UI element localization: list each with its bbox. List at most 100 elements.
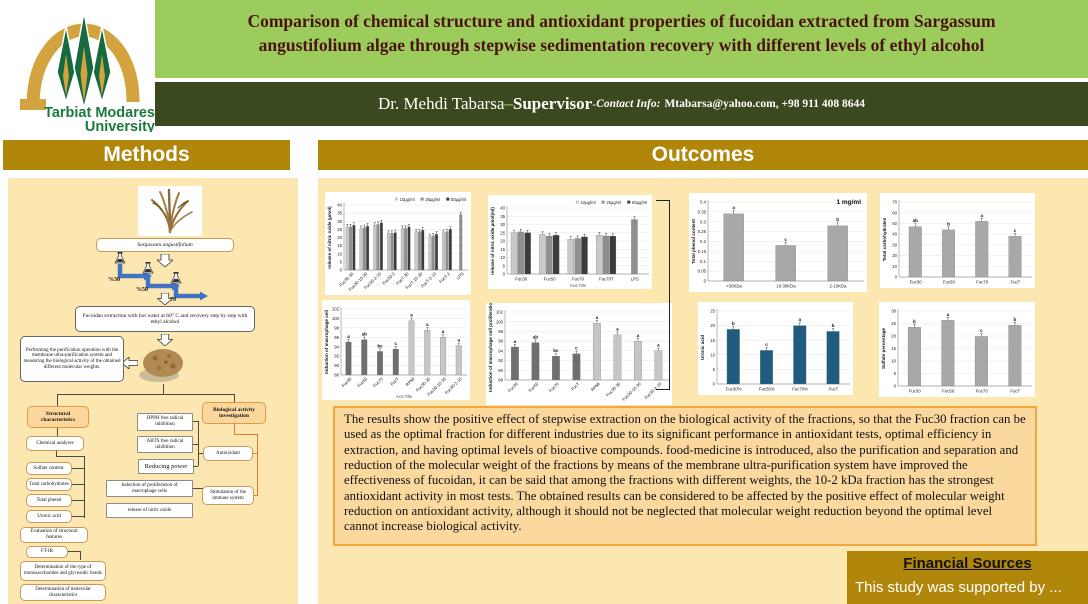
svg-text:release of nitric oxide (µmol): release of nitric oxide (µmol) bbox=[327, 206, 332, 269]
svg-text:>30KDa: >30KDa bbox=[726, 284, 742, 289]
results-box: The results show the positive effect of … bbox=[333, 406, 1037, 546]
svg-text:25µg/ml: 25µg/ml bbox=[425, 197, 440, 202]
flow-node-macrophage: Induction of proliferation of macrophage… bbox=[106, 480, 193, 497]
svg-text:Fuc30: Fuc30 bbox=[909, 389, 922, 394]
svg-text:Fuc70: Fuc70 bbox=[572, 277, 585, 282]
svg-text:a: a bbox=[347, 334, 350, 339]
flow-label-pct50: %50 bbox=[136, 287, 148, 293]
svg-text:0: 0 bbox=[895, 275, 898, 280]
chart-total-phenol: 0 0.05 0.1 0.15 0.2 0.25 0.3 0.35 0.4 a >30KDa c 10-… bbox=[689, 193, 867, 292]
svg-text:Fuc30-2: Fuc30-2 bbox=[381, 271, 396, 286]
arrow-left-icon bbox=[122, 357, 138, 369]
svg-text:0.05: 0.05 bbox=[698, 269, 707, 274]
financial-sources-title: Financial Sources bbox=[903, 555, 1032, 572]
svg-text:98: 98 bbox=[498, 329, 503, 334]
fucoidan-powder-image bbox=[139, 349, 183, 382]
svg-text:a: a bbox=[410, 313, 413, 318]
svg-text:102: 102 bbox=[332, 307, 340, 312]
flow-node-molchar: Determination of molecular characteristi… bbox=[20, 584, 106, 601]
svg-text:Fuc50%: Fuc50% bbox=[759, 387, 775, 392]
svg-text:c: c bbox=[394, 341, 397, 346]
svg-text:ab: ab bbox=[533, 334, 539, 339]
svg-text:Fuc50: Fuc50 bbox=[943, 280, 956, 285]
svg-text:bc: bc bbox=[553, 348, 559, 353]
flow-node-chemical: Chemical analyses bbox=[26, 436, 84, 451]
logo-text-line1: Tarbiat Modares bbox=[44, 105, 155, 121]
svg-text:90: 90 bbox=[334, 363, 339, 368]
svg-text:Fuc50: Fuc50 bbox=[527, 381, 539, 393]
connector-line bbox=[56, 451, 57, 456]
svg-text:15: 15 bbox=[891, 346, 896, 351]
arrow-down-icon bbox=[157, 254, 173, 267]
connector-line bbox=[84, 456, 85, 518]
svg-text:Fuc70: Fuc70 bbox=[548, 381, 560, 393]
svg-text:Fuc30: Fuc30 bbox=[910, 280, 923, 285]
contact-info-value: Mtabarsa@yahoo.com, +98 911 408 8644 bbox=[664, 98, 866, 110]
chart-uronic-acid: 0 5 10 15 20 25 b Fuc30% c Fuc50% a Fuc70% b FucT Uron… bbox=[698, 302, 853, 395]
svg-text:102: 102 bbox=[496, 310, 504, 315]
flow-node-antioxidant: Antioxidant bbox=[203, 446, 253, 461]
svg-text:Total carbohydrates: Total carbohydrates bbox=[882, 217, 887, 261]
svg-text:92: 92 bbox=[498, 358, 503, 363]
svg-text:a: a bbox=[457, 338, 460, 343]
connector-line bbox=[193, 488, 203, 489]
svg-text:ab: ab bbox=[913, 218, 919, 223]
svg-text:0.25: 0.25 bbox=[698, 229, 707, 234]
poster-title: Comparison of chemical structure and ant… bbox=[247, 11, 996, 55]
svg-text:Total phenol content: Total phenol content bbox=[691, 219, 696, 264]
svg-text:Sulfate percentage: Sulfate percentage bbox=[881, 328, 886, 370]
svg-text:5: 5 bbox=[503, 263, 506, 268]
svg-text:Fuc70: Fuc70 bbox=[976, 389, 989, 394]
svg-text:Axis Title: Axis Title bbox=[396, 394, 413, 399]
flow-node-bio: Biological activity investigation bbox=[202, 402, 266, 424]
university-logo-icon: Tarbiat Modares University bbox=[20, 11, 155, 132]
svg-text:0: 0 bbox=[503, 272, 506, 277]
svg-text:c: c bbox=[784, 237, 787, 242]
financial-sources-body: This study was supported by ... bbox=[855, 579, 1062, 596]
chart-group-bracket bbox=[656, 200, 670, 390]
connector-line-orange bbox=[234, 434, 257, 435]
svg-text:b: b bbox=[947, 221, 950, 226]
connector-line bbox=[198, 453, 203, 454]
chart-nitric-oxide-main-fractions: 0 5 10 15 20 25 30 35 40 Fuc30 Fuc50 Fuc70 Fuc70T LPS… bbox=[488, 195, 652, 289]
svg-text:15: 15 bbox=[500, 247, 505, 252]
svg-text:1 mg/ml: 1 mg/ml bbox=[836, 199, 861, 206]
connector-line bbox=[56, 456, 85, 457]
svg-text:a: a bbox=[947, 312, 950, 317]
svg-text:20: 20 bbox=[337, 235, 342, 240]
connector-line bbox=[198, 421, 199, 466]
flow-node-sargassum: Sargassum angustifolium bbox=[96, 238, 234, 252]
flow-node-extraction: Fucoidan extraction with hot water at 60… bbox=[75, 306, 255, 332]
svg-text:FucT-2: FucT-2 bbox=[438, 271, 451, 284]
svg-text:Fuc70: Fuc70 bbox=[976, 280, 989, 285]
svg-text:100: 100 bbox=[496, 319, 504, 324]
svg-text:100: 100 bbox=[332, 316, 340, 321]
connector-line bbox=[193, 421, 198, 422]
svg-text:30: 30 bbox=[891, 309, 896, 314]
svg-text:50µg/ml: 50µg/ml bbox=[632, 200, 647, 205]
svg-text:90: 90 bbox=[498, 368, 503, 373]
svg-text:30: 30 bbox=[892, 242, 897, 247]
svg-text:FucT: FucT bbox=[1010, 280, 1020, 285]
flow-node-dpph: DPPH free radical inhibition bbox=[137, 413, 193, 431]
svg-text:LPS: LPS bbox=[456, 271, 465, 280]
methods-header: Methods bbox=[3, 140, 290, 170]
connector-line bbox=[71, 500, 84, 501]
flow-node-structural: Structural characteristics bbox=[27, 406, 89, 428]
svg-text:Fuc50: Fuc50 bbox=[544, 277, 557, 282]
connector-line bbox=[57, 394, 235, 395]
svg-text:94: 94 bbox=[334, 344, 339, 349]
svg-text:LPS: LPS bbox=[631, 277, 639, 282]
svg-text:0: 0 bbox=[704, 279, 707, 284]
svg-text:Fuc30: Fuc30 bbox=[507, 381, 519, 393]
connector-line bbox=[193, 444, 198, 445]
svg-text:b: b bbox=[1013, 317, 1016, 322]
connector-line bbox=[57, 394, 58, 406]
flow-node-nitric: release of nitric oxide bbox=[106, 503, 193, 518]
svg-text:2-10KDa: 2-10KDa bbox=[830, 284, 848, 289]
svg-text:15: 15 bbox=[710, 338, 715, 343]
supervisor-separator: - bbox=[592, 96, 597, 111]
svg-text:35: 35 bbox=[337, 211, 342, 216]
svg-text:5: 5 bbox=[894, 371, 897, 376]
contact-info-label: Contact Info: bbox=[596, 98, 661, 110]
